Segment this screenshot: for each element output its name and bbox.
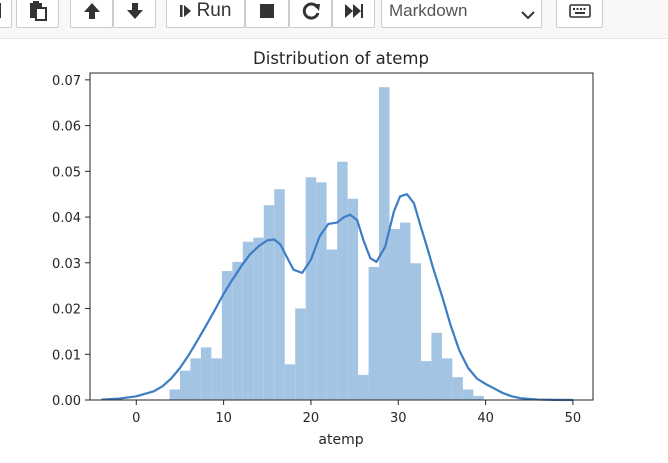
move-down-button[interactable]	[113, 0, 156, 28]
y-tick-label: 0.02	[52, 303, 81, 318]
x-tick-label: 20	[303, 411, 320, 426]
histogram-bar	[305, 177, 317, 400]
chevron-down-icon	[521, 7, 535, 25]
copy-button[interactable]	[0, 0, 12, 28]
histogram-bar	[347, 198, 359, 400]
x-tick-label: 40	[477, 411, 494, 426]
notebook-toolbar: Run Markdown	[0, 0, 668, 39]
histogram-bar	[368, 266, 380, 400]
histogram-bar	[358, 374, 369, 400]
kde-curve	[101, 193, 573, 402]
histogram-bar	[326, 249, 338, 400]
cell-output: Distribution of atemp 0 10 20 30 40 50 0.00 0.…	[0, 39, 668, 463]
copy-icon	[0, 3, 5, 19]
restart-icon	[301, 1, 321, 21]
cell-type-value: Markdown	[389, 1, 468, 20]
command-palette-button[interactable]	[556, 0, 603, 28]
arrow-up-icon	[83, 2, 101, 20]
axes-frame	[89, 72, 594, 401]
stop-icon	[259, 3, 275, 19]
y-tick-label: 0.00	[52, 394, 81, 409]
histogram-bar	[263, 205, 275, 400]
y-tick-label: 0.06	[52, 120, 81, 135]
histogram-bar	[253, 237, 264, 400]
y-tick-label: 0.05	[52, 165, 81, 180]
interrupt-button[interactable]	[245, 0, 289, 28]
histogram-bar	[410, 263, 421, 400]
histogram-bar	[169, 389, 180, 400]
run-button-label: Run	[196, 0, 232, 21]
y-axis-ticks: 0.00 0.01 0.02 0.03 0.04 0.05 0.06 0.07	[52, 74, 90, 409]
y-tick-label: 0.01	[52, 348, 81, 363]
histogram-bar	[462, 389, 474, 400]
arrow-down-icon	[126, 2, 144, 20]
histogram-bar	[473, 395, 484, 400]
paste-button[interactable]	[16, 0, 59, 28]
paste-icon	[28, 1, 48, 21]
histogram-bar	[452, 377, 463, 400]
histogram-bar	[242, 241, 254, 400]
histogram-bar	[400, 222, 411, 400]
histogram-bar	[295, 308, 306, 400]
histogram-bar	[190, 358, 201, 400]
histogram-bar	[379, 87, 390, 401]
histogram-bar	[179, 370, 191, 400]
x-tick-label: 50	[565, 411, 582, 426]
chart-title: Distribution of atemp	[253, 49, 429, 68]
cell-type-select[interactable]: Markdown	[381, 0, 542, 28]
move-up-button[interactable]	[70, 0, 113, 28]
histogram-bar	[274, 189, 285, 400]
histogram-bar	[337, 161, 348, 400]
histogram-bar	[389, 228, 401, 400]
x-tick-label: 10	[215, 411, 232, 426]
histogram-bar	[431, 332, 442, 400]
histogram-chart: Distribution of atemp 0 10 20 30 40 50 0.000.…	[52, 49, 594, 448]
histogram-bar	[316, 182, 327, 400]
y-tick-label: 0.04	[52, 211, 81, 226]
step-forward-icon	[179, 4, 192, 18]
run-button[interactable]: Run	[166, 0, 245, 28]
histogram-bar	[232, 261, 243, 400]
y-tick-label: 0.07	[52, 74, 81, 89]
histogram-bar	[441, 358, 453, 400]
restart-run-all-button[interactable]	[332, 0, 375, 28]
y-tick-label: 0.03	[52, 257, 81, 272]
histogram-bars	[169, 87, 484, 401]
restart-button[interactable]	[289, 0, 332, 28]
x-axis-label: atemp	[318, 432, 363, 448]
x-tick-label: 0	[132, 411, 140, 426]
histogram-bar	[211, 358, 222, 400]
histogram-bar	[221, 271, 233, 400]
histogram-bar	[200, 347, 212, 400]
x-tick-label: 30	[390, 411, 407, 426]
keyboard-icon	[568, 4, 591, 18]
histogram-bar	[284, 364, 296, 400]
x-axis-ticks: 0 10 20 30 40 50	[132, 400, 581, 426]
fast-forward-icon	[344, 3, 364, 19]
histogram-bar	[420, 361, 432, 400]
